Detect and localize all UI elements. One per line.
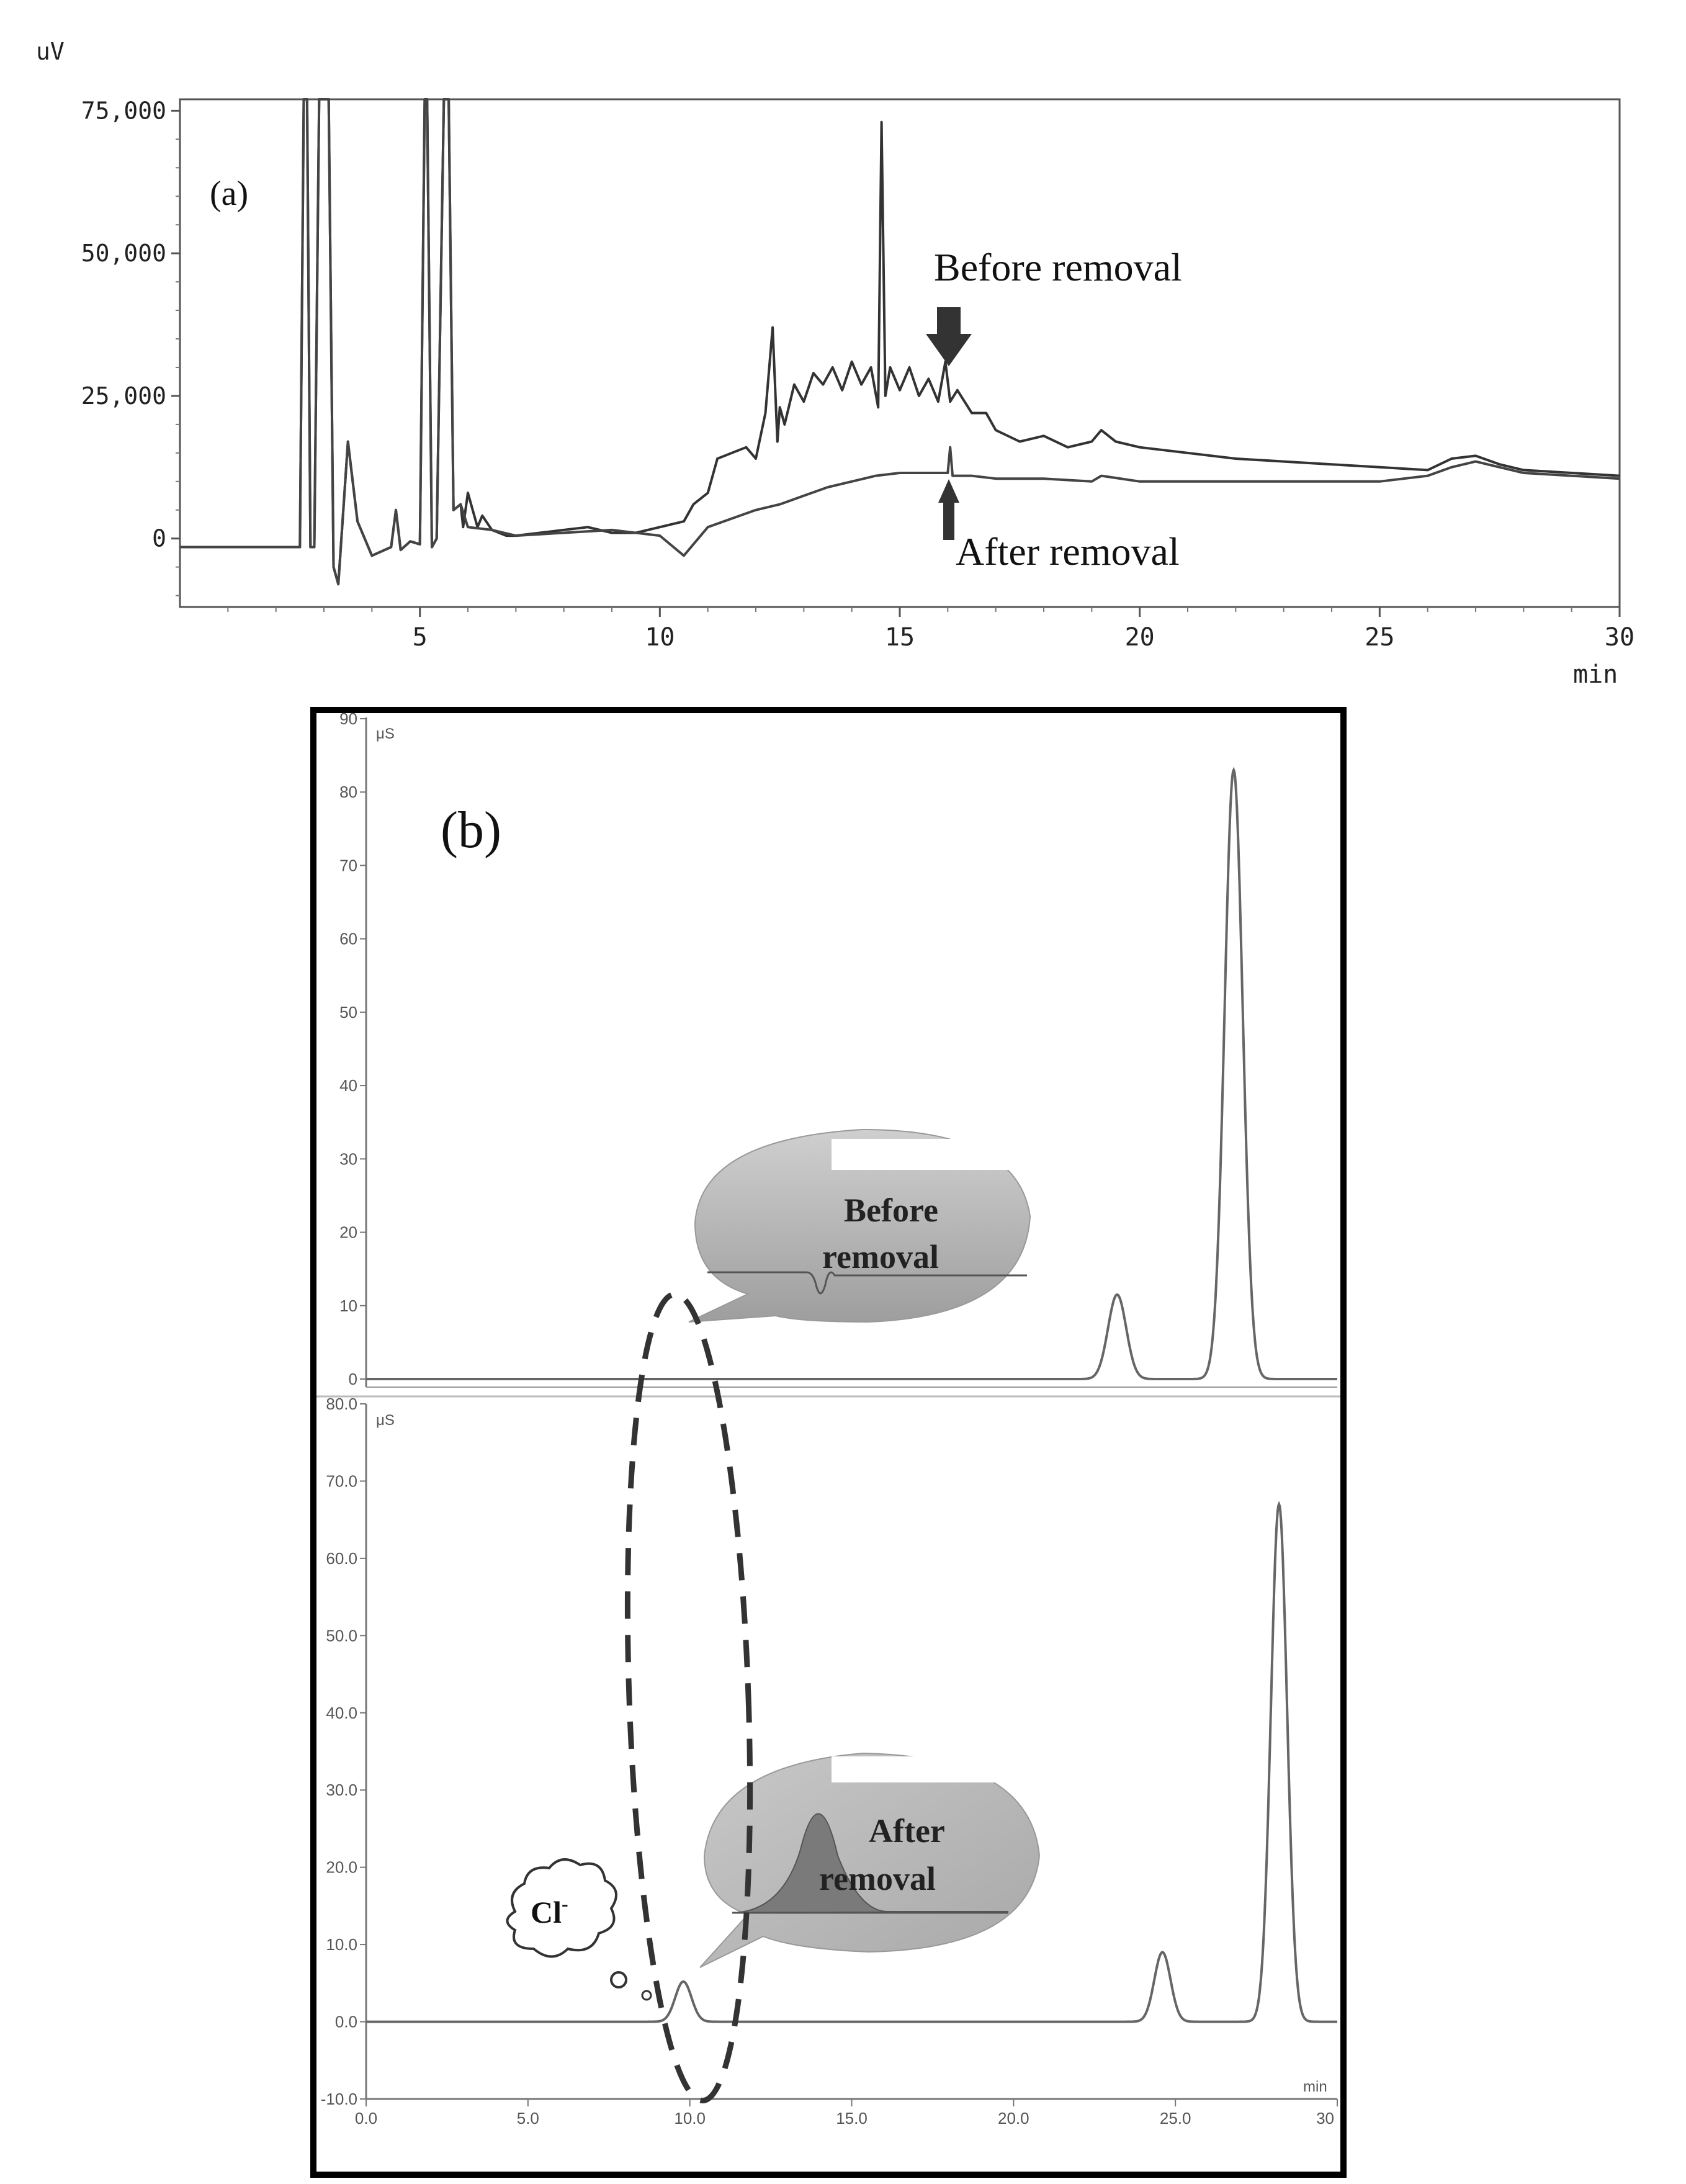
x-tick-label: 0.0 — [355, 2109, 377, 2128]
x-tick-label: 20 — [1125, 623, 1155, 652]
panel-a: uV 75,000 50,000 25,000 0 5 10 15 20 25 30 (a) m… — [36, 38, 1634, 689]
panel-b-top-chart: μS 90 80 70 60 50 40 30 20 10 0 — [339, 709, 1337, 1388]
y-tick-label: 30 — [339, 1149, 357, 1168]
y-tick-label: 20.0 — [326, 1858, 357, 1877]
x-tick-label: 30 — [1316, 2109, 1334, 2128]
arrow-up-icon — [938, 479, 959, 540]
x-tick-label: 10 — [645, 623, 675, 652]
x-tick-label: 30 — [1605, 623, 1634, 652]
panel-a-x-unit: min — [1573, 660, 1618, 689]
panel-b-border — [310, 707, 1347, 2178]
panel-a-y-axis: 75,000 50,000 25,000 0 — [81, 97, 180, 596]
y-tick-label: 50.0 — [326, 1626, 357, 1645]
y-tick-label: 10 — [339, 1296, 357, 1315]
panel-b: μS 90 80 70 60 50 40 30 20 10 0 μS 80.0 70.0 60.0 50… — [310, 707, 1347, 2178]
x-tick-label: 5.0 — [517, 2109, 539, 2128]
y-tick-label: 0 — [349, 1370, 357, 1388]
panel-b-top-y-unit: μS — [376, 726, 395, 742]
y-tick-label: 40.0 — [326, 1704, 357, 1722]
y-tick-label: 0.0 — [335, 2013, 357, 2031]
x-tick-label: 5 — [413, 623, 428, 652]
series-line-after-removal — [180, 98, 1620, 586]
panel-b-bottom-chart: μS 80.070.060.050.040.030.020.010.00.0-1… — [321, 1395, 1338, 2128]
y-tick-label: 50,000 — [81, 240, 166, 267]
panel-b-bottom-x-unit: min — [1303, 2078, 1327, 2095]
panel-a-y-unit: uV — [36, 38, 65, 65]
arrow-down-icon — [926, 307, 972, 366]
dashed-highlight-ellipse — [624, 1291, 753, 2104]
panel-b-bottom-x-axis: 0.0 5.0 10.0 15.0 20.0 25.0 30 — [355, 2099, 1338, 2128]
y-tick-label: 60.0 — [326, 1549, 357, 1568]
y-tick-label: 80 — [339, 783, 357, 801]
after-bubble-text-1: After — [869, 1812, 945, 1849]
x-tick-label: 25 — [1365, 623, 1394, 652]
x-tick-label: 15 — [885, 623, 915, 652]
x-tick-label: 20.0 — [998, 2109, 1029, 2128]
panel-b-bottom-series — [366, 1501, 1337, 2023]
panel-a-series — [180, 98, 1620, 586]
y-tick-label: 60 — [339, 930, 357, 948]
panel-b-top-series — [366, 766, 1337, 1380]
series-line-top — [366, 766, 1337, 1380]
after-bubble-text-2: removal — [819, 1860, 936, 1897]
after-removal-callout: After removal — [699, 1752, 1041, 1968]
before-bubble-text-1: Before — [844, 1192, 938, 1229]
y-tick-label: 90 — [339, 709, 357, 728]
y-tick-label: 80.0 — [326, 1395, 357, 1413]
annotation-before-removal: Before removal — [934, 245, 1182, 289]
y-tick-label: 0 — [152, 525, 166, 552]
x-tick-label: 10.0 — [674, 2109, 706, 2128]
y-tick-label: 25,000 — [81, 382, 166, 410]
y-tick-label: 75,000 — [81, 97, 166, 124]
y-tick-label: 30.0 — [326, 1781, 357, 1799]
chloride-cloud: Cl- — [506, 1858, 652, 2001]
y-tick-label: 10.0 — [326, 1935, 357, 1954]
panel-a-x-axis: 5 10 15 20 25 30 — [227, 607, 1634, 652]
before-removal-callout: Before removal — [688, 1128, 1033, 1323]
x-tick-label: 15.0 — [836, 2109, 868, 2128]
y-tick-label: 50 — [339, 1003, 357, 1022]
x-tick-label: 25.0 — [1160, 2109, 1191, 2128]
chloride-label: Cl- — [531, 1892, 568, 1930]
panel-b-label: (b) — [441, 801, 501, 859]
panel-a-label: (a) — [210, 174, 248, 213]
series-line-bottom — [366, 1501, 1337, 2023]
y-tick-label: 40 — [339, 1076, 357, 1095]
panel-b-bottom-y-axis: 80.0 70.0 60.0 50.0 40.0 30.0 20.0 10.0 0.0 -10.0 — [321, 1395, 366, 2108]
y-tick-label: 70.0 — [326, 1472, 357, 1490]
y-tick-label: 70 — [339, 856, 357, 874]
y-tick-label: 20 — [339, 1223, 357, 1242]
annotation-after-removal: After removal — [956, 529, 1180, 573]
panel-b-top-y-axis: 90 80 70 60 50 40 30 20 10 0 — [339, 709, 366, 1388]
y-tick-label: -10.0 — [321, 2090, 357, 2108]
panel-b-bottom-y-unit: μS — [376, 1412, 395, 1429]
panel-a-plot-frame — [179, 98, 1621, 608]
before-bubble-text-2: removal — [822, 1238, 939, 1275]
